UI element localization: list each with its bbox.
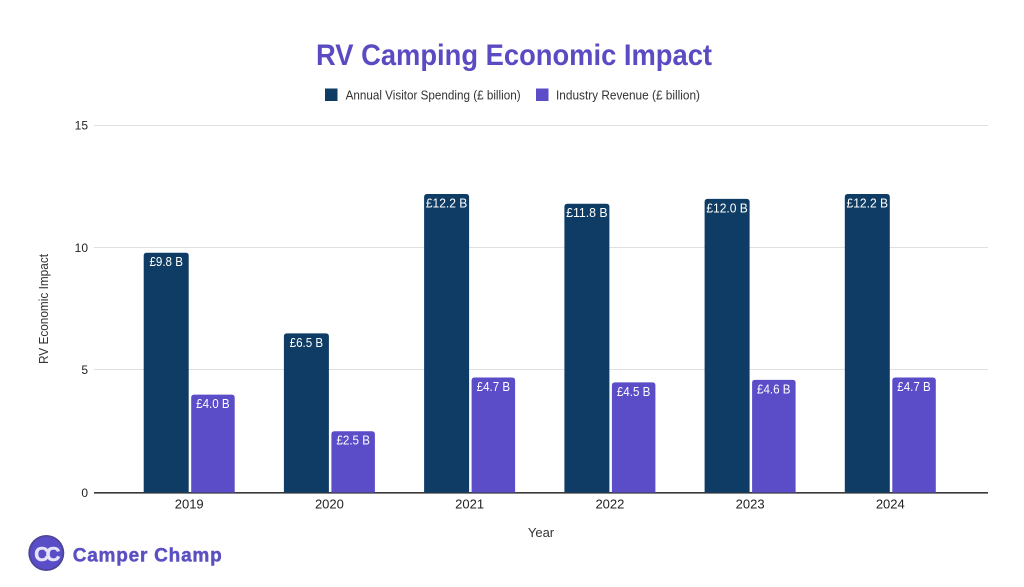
svg-text:RV Camping Economic Impact: RV Camping Economic Impact [316,39,712,72]
svg-text:RV Economic Impact: RV Economic Impact [37,254,51,364]
svg-text:£9.8 B: £9.8 B [149,254,183,269]
svg-text:£4.7 B: £4.7 B [897,379,931,394]
svg-text:£4.7 B: £4.7 B [477,379,511,394]
svg-text:£12.2 B: £12.2 B [426,195,468,210]
svg-text:Annual Visitor Spending (£ bil: Annual Visitor Spending (£ billion) [346,87,521,102]
svg-text:Camper Champ: Camper Champ [73,546,222,567]
svg-text:£4.6 B: £4.6 B [757,381,791,396]
svg-text:0: 0 [81,486,88,500]
svg-text:10: 10 [75,241,89,255]
svg-text:CC: CC [34,543,60,566]
svg-text:£2.5 B: £2.5 B [336,433,370,448]
svg-text:Year: Year [528,525,555,540]
svg-text:Industry Revenue (£ billion): Industry Revenue (£ billion) [556,87,700,102]
svg-text:2024: 2024 [876,497,905,512]
svg-text:2022: 2022 [595,497,624,512]
svg-text:2023: 2023 [736,497,765,512]
svg-text:£6.5 B: £6.5 B [290,335,324,350]
svg-text:£12.0 B: £12.0 B [706,200,748,215]
svg-text:2021: 2021 [455,497,484,512]
svg-text:£4.0 B: £4.0 B [196,396,230,411]
svg-text:2019: 2019 [175,497,204,512]
svg-text:2020: 2020 [315,497,344,512]
svg-text:£12.2 B: £12.2 B [847,195,889,210]
svg-text:5: 5 [81,363,88,377]
svg-text:£11.8 B: £11.8 B [566,205,608,220]
svg-text:£4.5 B: £4.5 B [617,384,651,399]
svg-text:15: 15 [75,118,89,132]
